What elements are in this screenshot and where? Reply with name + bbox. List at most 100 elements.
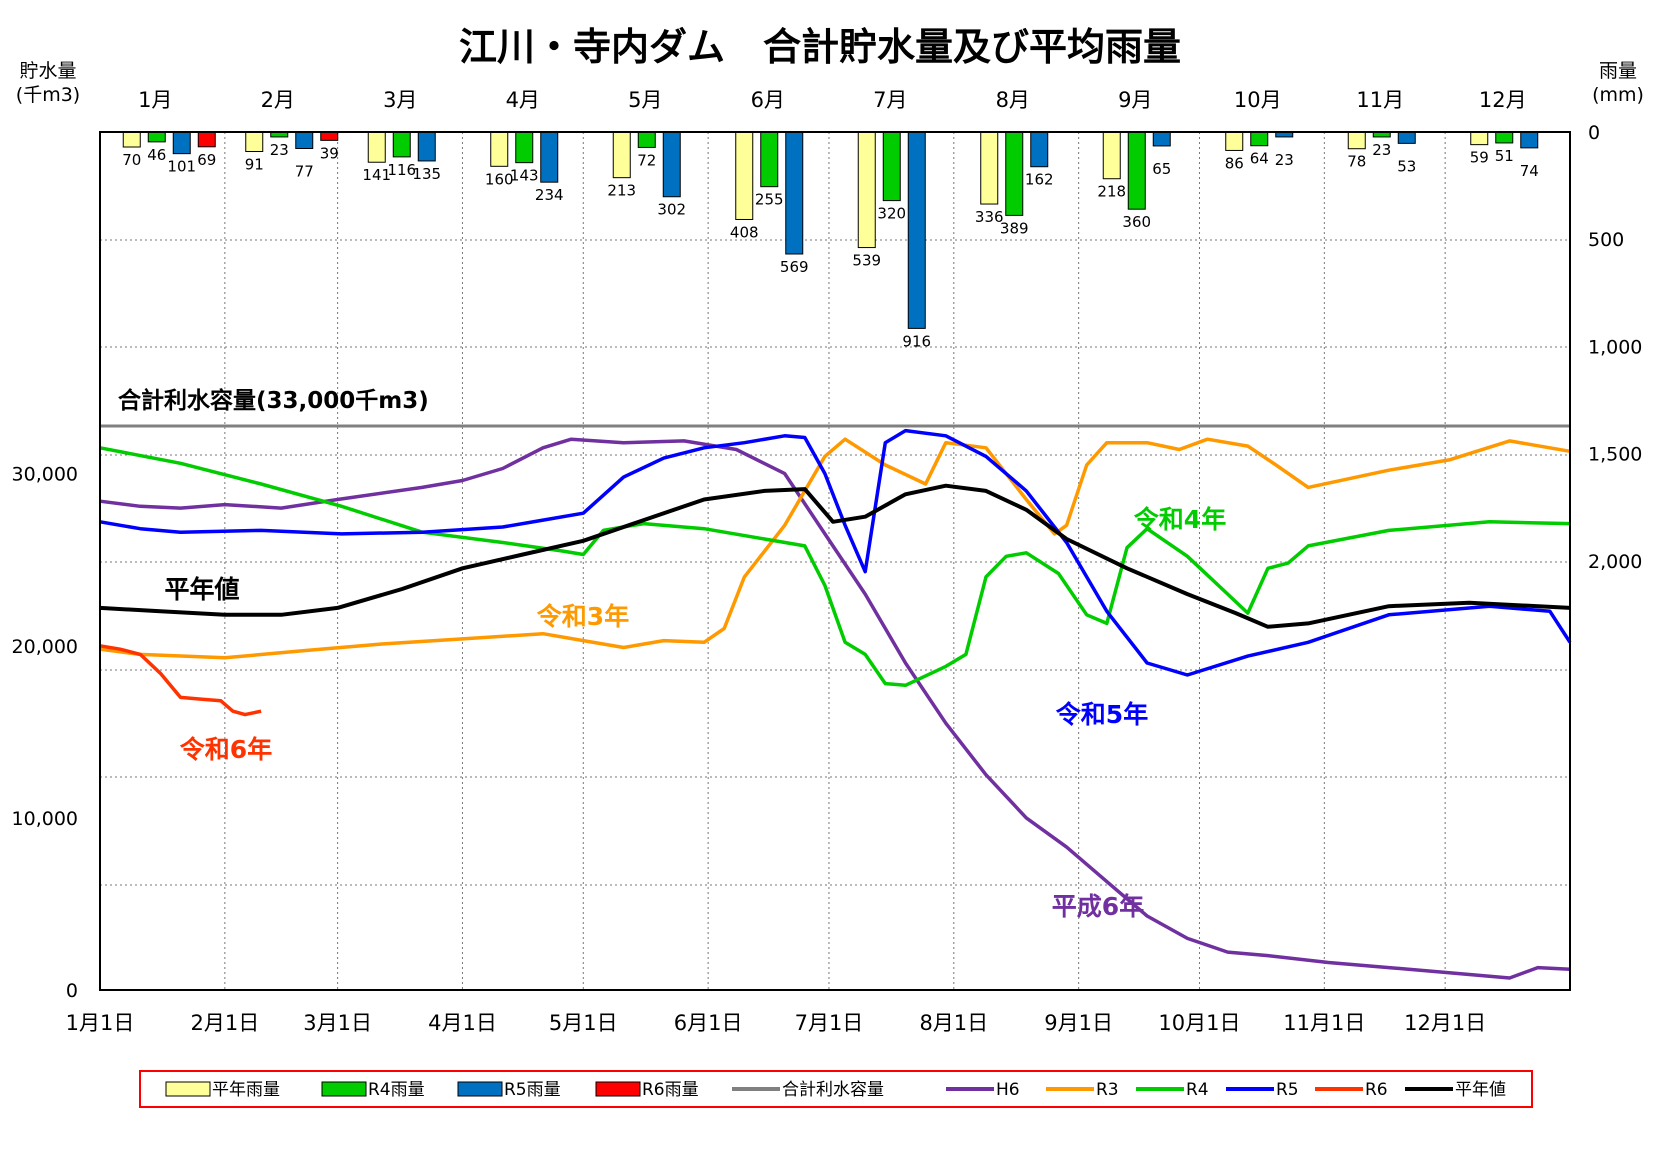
series-label-h6: 平成6年 (1052, 892, 1144, 921)
legend-label: H6 (996, 1080, 1020, 1100)
left-tick-label: 0 (66, 980, 78, 1002)
storage-line-r5 (99, 428, 1572, 677)
rain-data-label: 135 (412, 165, 441, 183)
x-tick-label: 12月1日 (1404, 1011, 1486, 1035)
rain-data-label: 916 (902, 332, 931, 350)
rain-bar-r5 (1152, 131, 1171, 147)
rain-data-label: 64 (1250, 150, 1269, 168)
month-header: 10月 (1234, 88, 1282, 112)
rain-data-label: 69 (197, 151, 216, 169)
x-tick-label: 6月1日 (674, 1011, 743, 1035)
plot-area (100, 132, 1570, 990)
right-tick-label: 0 (1588, 122, 1600, 144)
right-axis-unit: (mm) (1592, 84, 1644, 106)
rain-data-label: 74 (1520, 162, 1539, 180)
series-label-r3: 令和3年 (537, 602, 629, 631)
rain-data-label: 23 (270, 141, 289, 159)
rain-data-label: 86 (1225, 154, 1244, 172)
rain-bar-avg (490, 131, 509, 167)
x-tick-label: 11月1日 (1283, 1011, 1365, 1035)
rain-bar-r4 (147, 131, 166, 143)
rain-bar-avg (1102, 131, 1121, 180)
month-header: 5月 (628, 88, 662, 112)
rain-bar-r4 (882, 131, 901, 202)
series-label-r5: 令和5年 (1056, 700, 1148, 729)
legend: 平年雨量 R4雨量 R5雨量 R6雨量 合計利水容量 H6 R3 R4 R5 R6 平年値 (139, 1070, 1533, 1108)
rain-data-label: 213 (607, 182, 636, 200)
rain-data-label: 23 (1275, 151, 1294, 169)
rain-data-label: 255 (755, 191, 784, 209)
rain-bar-avg (1225, 131, 1244, 151)
legend-swatch (321, 1081, 367, 1097)
month-header: 9月 (1118, 88, 1152, 112)
month-header: 11月 (1356, 88, 1404, 112)
x-tick-label: 1月1日 (66, 1011, 135, 1035)
rain-bar-avg (367, 131, 386, 163)
right-tick-label: 1,000 (1588, 336, 1642, 358)
series-label-r6: 令和6年 (180, 735, 272, 764)
legend-swatch (165, 1081, 211, 1097)
x-tick-label: 4月1日 (428, 1011, 497, 1035)
rain-data-label: 53 (1397, 157, 1416, 175)
storage-line-h6 (99, 437, 1571, 980)
rain-bar-r4 (1495, 131, 1514, 144)
legend-label: R4 (1186, 1080, 1209, 1100)
rain-bar-r4 (1005, 131, 1024, 216)
rain-data-label: 360 (1122, 213, 1151, 231)
rain-bar-r5 (295, 131, 314, 150)
left-tick-label: 10,000 (12, 808, 78, 830)
storage-line-r3 (99, 437, 1571, 660)
rain-bar-r5 (662, 131, 681, 198)
left-axis-unit: (千m3) (16, 84, 80, 106)
rain-bar-r4 (392, 131, 411, 158)
month-header: 3月 (383, 88, 417, 112)
rain-data-label: 218 (1097, 183, 1126, 201)
storage-line-r4 (99, 446, 1571, 688)
rain-bar-avg (1470, 131, 1489, 146)
legend-label: 平年雨量 (212, 1080, 280, 1100)
left-axis-label: 貯水量 (19, 60, 76, 82)
rain-bar-avg (1347, 131, 1366, 150)
rain-bar-r5 (172, 131, 191, 155)
legend-label: R6 (1365, 1080, 1388, 1100)
series-label-r4: 令和4年 (1134, 505, 1226, 534)
rain-bar-avg (735, 131, 754, 220)
rain-data-label: 234 (535, 186, 564, 204)
rain-bar-r5 (1397, 131, 1416, 144)
plot-border (99, 131, 1571, 991)
legend-label: R3 (1096, 1080, 1119, 1100)
legend-label: R6雨量 (642, 1080, 699, 1100)
left-tick-label: 30,000 (12, 464, 78, 486)
month-header: 12月 (1479, 88, 1527, 112)
rain-bar-r4 (637, 131, 656, 148)
rain-bar-r5 (907, 131, 926, 329)
rain-data-label: 77 (295, 163, 314, 181)
series-label-avg: 平年値 (164, 575, 239, 604)
rain-bar-avg (857, 131, 876, 249)
rain-bar-r4 (1250, 131, 1269, 147)
rain-data-label: 320 (877, 205, 906, 223)
month-header: 1月 (138, 88, 172, 112)
rain-data-label: 70 (122, 151, 141, 169)
month-header: 2月 (261, 88, 295, 112)
x-tick-label: 5月1日 (549, 1011, 618, 1035)
rain-bar-avg (122, 131, 141, 148)
x-tick-label: 2月1日 (190, 1011, 259, 1035)
storage-line-r6 (99, 644, 262, 717)
axes: 0 10,000 20,000 30,000 0 500 1,000 1,500 2,000 1月… (12, 88, 1643, 1035)
x-tick-label: 3月1日 (303, 1011, 372, 1035)
rain-data-label: 569 (780, 258, 809, 276)
rain-data-label: 91 (245, 156, 264, 174)
rain-bar-r4 (515, 131, 534, 164)
rain-data-label: 65 (1152, 160, 1171, 178)
rain-data-label: 336 (975, 208, 1004, 226)
rain-bar-r5 (1030, 131, 1049, 168)
storage-lines (99, 428, 1572, 980)
rain-data-label: 39 (320, 144, 339, 162)
rain-data-label: 160 (485, 170, 514, 188)
rain-bar-r4 (760, 131, 779, 188)
rain-data-label: 116 (387, 161, 416, 179)
legend-swatch (457, 1081, 503, 1097)
month-header: 4月 (506, 88, 540, 112)
